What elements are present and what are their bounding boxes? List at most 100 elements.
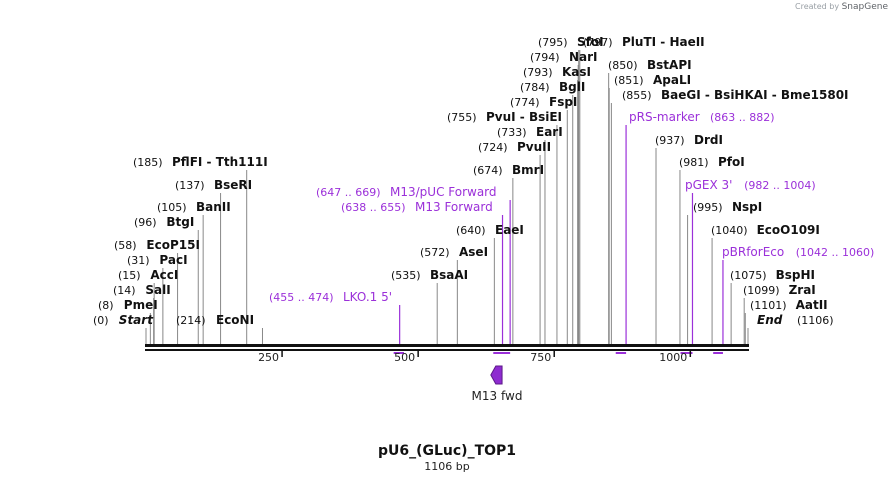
enzyme-position: (794) xyxy=(530,51,560,64)
feature-name: pGEX 3' xyxy=(685,178,732,192)
plasmid-name: pU6_(GLuc)_TOP1 xyxy=(377,443,517,459)
feature-name: M13 Forward xyxy=(415,200,493,214)
enzyme-site-bseri[interactable]: (137) BseRI xyxy=(175,178,252,192)
enzyme-position: (640) xyxy=(456,224,486,237)
enzyme-site-bmri[interactable]: (674) BmrI xyxy=(473,163,544,177)
enzyme-site-baegi-bsihkai-bme1580i[interactable]: (855) BaeGI - BsiHKAI - Bme1580I xyxy=(622,88,849,102)
enzyme-name: DrdI xyxy=(694,133,723,147)
feature-name: LKO.1 5' xyxy=(343,290,392,304)
enzyme-position: (15) xyxy=(118,269,141,282)
enzyme-position: (1099) xyxy=(743,284,780,297)
feature-m13-forward[interactable]: (638 .. 655) M13 Forward xyxy=(341,200,493,214)
enzyme-name: AatII xyxy=(796,298,828,312)
enzyme-site-drdi[interactable]: (937) DrdI xyxy=(655,133,723,147)
enzyme-site-paci[interactable]: (31) PacI xyxy=(127,253,188,267)
sequence-backbone xyxy=(145,344,749,351)
enzyme-site-eaei[interactable]: (640) EaeI xyxy=(456,223,524,237)
feature-pbrforeco[interactable]: pBRforEco (1042 .. 1060) xyxy=(722,245,874,259)
enzyme-position: (1106) xyxy=(797,314,834,327)
enzyme-site-bsaai[interactable]: (535) BsaAI xyxy=(391,268,468,282)
feature-position: (1042 .. 1060) xyxy=(796,246,875,259)
enzyme-site-zrai[interactable]: (1099) ZraI xyxy=(743,283,816,297)
plasmid-length: 1106 bp xyxy=(424,460,470,473)
feature-lko-1-5[interactable]: (455 .. 474) LKO.1 5' xyxy=(269,290,392,304)
enzyme-position: (937) xyxy=(655,134,685,147)
enzyme-site-ecop15i[interactable]: (58) EcoP15I xyxy=(114,238,200,252)
leader-lines xyxy=(145,50,749,344)
enzyme-position: (733) xyxy=(497,126,527,139)
enzyme-site-start[interactable]: (0) Start xyxy=(93,313,154,327)
enzyme-position: (137) xyxy=(175,179,205,192)
enzyme-name: PvuI - BsiEI xyxy=(486,110,562,124)
enzyme-name: BseRI xyxy=(214,178,252,192)
enzyme-position: (774) xyxy=(510,96,540,109)
enzyme-site-pvuii[interactable]: (724) PvuII xyxy=(478,140,551,154)
enzyme-site-btgi[interactable]: (96) BtgI xyxy=(134,215,194,229)
feature-span-bar xyxy=(680,352,693,354)
enzyme-position: (1075) xyxy=(730,269,767,282)
feature-m13-puc-forward[interactable]: (647 .. 669) M13/pUC Forward xyxy=(316,185,497,199)
enzyme-site-nari[interactable]: (794) NarI xyxy=(530,50,598,64)
backbone-top-strand xyxy=(145,344,749,347)
enzyme-position: (96) xyxy=(134,216,157,229)
enzyme-name: Start xyxy=(119,313,154,327)
enzyme-position: (214) xyxy=(176,314,206,327)
enzyme-name: EcoO109I xyxy=(757,223,820,237)
feature-pgex-3[interactable]: pGEX 3' (982 .. 1004) xyxy=(685,178,816,192)
enzyme-name: FspI xyxy=(549,95,577,109)
enzyme-position: (755) xyxy=(447,111,477,124)
enzyme-site-pflfi-tth111i[interactable]: (185) PflFI - Tth111I xyxy=(133,155,268,169)
enzyme-site-kasi[interactable]: (793) KasI xyxy=(523,65,591,79)
enzyme-site-bstapi[interactable]: (850) BstAPI xyxy=(608,58,692,72)
enzyme-site-aatii[interactable]: (1101) AatII xyxy=(750,298,828,312)
enzyme-site-econi[interactable]: (214) EcoNI xyxy=(176,313,254,327)
enzyme-position: (724) xyxy=(478,141,508,154)
enzyme-site-ecoo109i[interactable]: (1040) EcoO109I xyxy=(711,223,820,237)
enzyme-site-apali[interactable]: (851) ApaLI xyxy=(614,73,691,87)
enzyme-site-pvui-bsiei[interactable]: (755) PvuI - BsiEI xyxy=(447,110,562,124)
tick-label-250: 250 xyxy=(258,351,279,364)
enzyme-name: KasI xyxy=(562,65,591,79)
enzyme-site-acci[interactable]: (15) AccI xyxy=(118,268,178,282)
enzyme-site-eari[interactable]: (733) EarI xyxy=(497,125,563,139)
enzyme-position: (535) xyxy=(391,269,421,282)
feature-prs-marker[interactable]: pRS-marker (863 .. 882) xyxy=(629,110,775,124)
enzyme-position: (58) xyxy=(114,239,137,252)
enzyme-name: BspHI xyxy=(776,268,815,282)
enzyme-position: (851) xyxy=(614,74,644,87)
enzyme-site-bsphi[interactable]: (1075) BspHI xyxy=(730,268,815,282)
enzyme-position: (105) xyxy=(157,201,187,214)
enzyme-name: End xyxy=(757,313,783,327)
enzyme-site-pfoi[interactable]: (981) PfoI xyxy=(679,155,745,169)
enzyme-site-sfoi[interactable]: (795) SfoI xyxy=(538,35,604,49)
enzyme-site-end[interactable]: (1106) End xyxy=(757,313,834,327)
tick-label-1000: 1000 xyxy=(659,351,687,364)
enzyme-site-sali[interactable]: (14) SalI xyxy=(113,283,171,297)
enzyme-site-bgli[interactable]: (784) BglI xyxy=(520,80,585,94)
enzyme-name: PluTI - HaeII xyxy=(622,35,705,49)
tick-label-500: 500 xyxy=(394,351,415,364)
enzyme-position: (797) xyxy=(583,36,613,49)
m13-fwd-primer[interactable] xyxy=(490,365,503,385)
site-labels[interactable]: (0) Start(8) PmeI(14) SalI(15) AccI(31) PacI(… xyxy=(93,35,874,327)
enzyme-site-pmei[interactable]: (8) PmeI xyxy=(98,298,158,312)
primer-label[interactable]: M13 fwd xyxy=(471,389,523,403)
feature-position: (455 .. 474) xyxy=(269,291,334,304)
feature-span-bar xyxy=(393,352,404,354)
enzyme-name: BsaAI xyxy=(430,268,468,282)
enzyme-name: AseI xyxy=(459,245,488,259)
credit: Created by SnapGene xyxy=(795,2,888,12)
feature-position: (638 .. 655) xyxy=(341,201,406,214)
feature-name: pRS-marker xyxy=(629,110,700,124)
tick-label-750: 750 xyxy=(530,351,551,364)
enzyme-position: (185) xyxy=(133,156,163,169)
enzyme-site-banii[interactable]: (105) BanII xyxy=(157,200,231,214)
enzyme-site-pluti-haeii[interactable]: (797) PluTI - HaeII xyxy=(583,35,705,49)
enzyme-site-asei[interactable]: (572) AseI xyxy=(420,245,488,259)
backbone-bottom-strand xyxy=(145,349,749,351)
enzyme-site-nspi[interactable]: (995) NspI xyxy=(693,200,762,214)
enzyme-site-fspi[interactable]: (774) FspI xyxy=(510,95,577,109)
enzyme-position: (31) xyxy=(127,254,150,267)
m13-fwd-arrow[interactable] xyxy=(490,365,503,385)
